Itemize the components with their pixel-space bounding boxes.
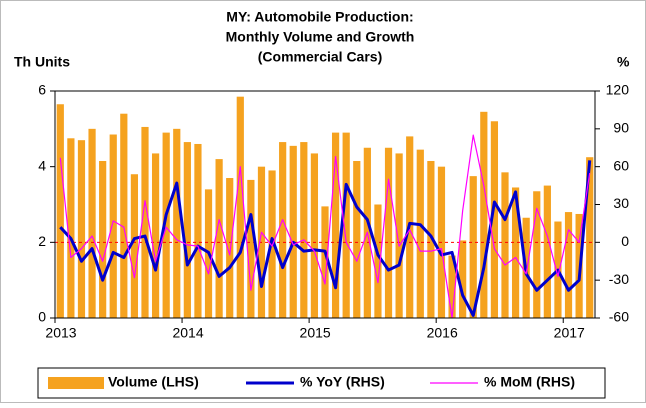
bar bbox=[226, 178, 234, 318]
bar bbox=[427, 160, 435, 318]
y2-axis-title: % bbox=[617, 54, 630, 70]
bar bbox=[480, 111, 488, 318]
y-tick-label: 6 bbox=[38, 82, 46, 98]
x-tick-label: 2017 bbox=[554, 325, 585, 341]
bar bbox=[300, 142, 308, 318]
y2-tick-label: 30 bbox=[613, 195, 629, 211]
bar bbox=[151, 153, 160, 318]
y2-tick-label: 0 bbox=[621, 233, 629, 249]
legend-label: % YoY (RHS) bbox=[300, 374, 385, 390]
y-axis-title: Th Units bbox=[14, 54, 70, 70]
bar bbox=[533, 191, 541, 318]
bar bbox=[459, 240, 467, 318]
bar bbox=[162, 132, 170, 318]
x-tick-label: 2016 bbox=[427, 325, 458, 341]
y2-tick-label: -60 bbox=[609, 309, 629, 325]
line bbox=[59, 160, 592, 317]
bar bbox=[109, 134, 117, 318]
bar bbox=[141, 126, 149, 318]
bar bbox=[310, 153, 319, 318]
bar bbox=[236, 96, 244, 318]
chart-title: MY: Automobile Production: bbox=[226, 9, 413, 25]
bar bbox=[215, 159, 223, 318]
x-tick-label: 2013 bbox=[45, 325, 76, 341]
y-tick-label: 2 bbox=[38, 233, 46, 249]
bar bbox=[173, 128, 181, 318]
bar bbox=[353, 160, 361, 318]
y-tick-label: 0 bbox=[38, 309, 46, 325]
bar bbox=[469, 176, 477, 318]
y-tick-label: 4 bbox=[38, 157, 46, 173]
bar bbox=[279, 142, 287, 318]
y2-tick-label: 120 bbox=[606, 82, 630, 98]
y2-tick-label: 60 bbox=[613, 157, 629, 173]
bar bbox=[130, 174, 139, 318]
bar bbox=[247, 179, 255, 318]
x-tick-label: 2015 bbox=[300, 325, 331, 341]
bar bbox=[501, 172, 509, 318]
y2-tick-label: 90 bbox=[613, 120, 629, 136]
chart-title: Monthly Volume and Growth bbox=[226, 29, 415, 45]
bar bbox=[99, 160, 107, 318]
bar bbox=[448, 255, 456, 318]
bar bbox=[194, 143, 202, 318]
legend-label: % MoM (RHS) bbox=[484, 374, 575, 390]
bar bbox=[88, 128, 96, 318]
bar bbox=[56, 104, 64, 318]
x-tick-label: 2014 bbox=[172, 325, 203, 341]
legend-label: Volume (LHS) bbox=[108, 374, 199, 390]
bar bbox=[77, 140, 86, 318]
bar bbox=[183, 142, 191, 318]
bar bbox=[490, 121, 499, 319]
bar bbox=[564, 212, 573, 318]
bar bbox=[395, 153, 403, 318]
bar bbox=[511, 187, 520, 318]
bar bbox=[416, 149, 424, 318]
bar bbox=[289, 145, 297, 318]
bar bbox=[120, 113, 128, 318]
legend-swatch bbox=[48, 377, 104, 389]
y2-tick-label: -30 bbox=[609, 271, 629, 287]
bar bbox=[543, 185, 551, 318]
bar bbox=[374, 204, 382, 318]
chart-title: (Commercial Cars) bbox=[258, 49, 383, 65]
legend-box bbox=[37, 367, 606, 399]
bar bbox=[342, 132, 350, 318]
bar bbox=[586, 157, 594, 318]
bar bbox=[321, 206, 329, 318]
bar bbox=[331, 132, 340, 318]
bar bbox=[67, 138, 75, 318]
line bbox=[59, 134, 591, 319]
bar bbox=[384, 147, 393, 318]
